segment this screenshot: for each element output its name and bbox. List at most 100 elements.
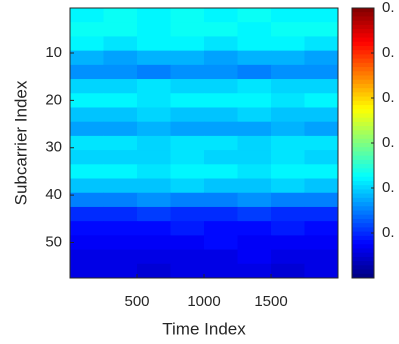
- heat-cell: [237, 93, 272, 108]
- heat-cell: [137, 64, 171, 80]
- x-tick-label: 500: [124, 293, 149, 310]
- heat-cell: [304, 22, 339, 37]
- heat-cell: [237, 64, 272, 80]
- heat-cell: [70, 22, 104, 37]
- heat-cell: [170, 121, 205, 137]
- colorbar-step: [352, 231, 374, 237]
- colorbar-step: [352, 92, 374, 98]
- y-tick-label: 50: [45, 233, 62, 250]
- heat-cell: [170, 249, 205, 265]
- heat-cell: [137, 8, 171, 23]
- heat-cell: [137, 235, 171, 251]
- heat-cell: [70, 192, 104, 208]
- heat-cell: [304, 36, 339, 52]
- heat-cell: [103, 50, 138, 66]
- heat-cell: [70, 64, 104, 80]
- heat-cell: [170, 235, 205, 251]
- heat-cell: [271, 64, 305, 80]
- colorbar-step: [352, 58, 374, 64]
- heat-cell: [170, 36, 205, 52]
- colorbar-step: [352, 155, 374, 161]
- heat-cell: [204, 192, 238, 208]
- y-tick-label: 40: [45, 186, 62, 203]
- heat-cell: [204, 263, 238, 279]
- colorbar-step: [352, 269, 374, 275]
- heat-cell: [70, 150, 104, 165]
- colorbar-step: [352, 117, 374, 123]
- heat-cell: [70, 249, 104, 265]
- heat-cell: [271, 50, 305, 66]
- colorbar-step: [352, 248, 374, 254]
- heat-cell: [204, 249, 238, 265]
- heat-cell: [204, 8, 238, 23]
- heat-cell: [237, 8, 272, 23]
- colorbar-step: [352, 100, 374, 106]
- colorbar-step: [352, 20, 374, 26]
- y-tick-label: 20: [45, 91, 62, 108]
- heat-cell: [103, 107, 138, 123]
- colorbar-step: [352, 79, 374, 85]
- heat-cell: [170, 192, 205, 208]
- heat-cell: [137, 79, 171, 94]
- y-tick-label: 10: [45, 44, 62, 61]
- colorbar-step: [352, 109, 374, 114]
- colorbar-step: [352, 214, 374, 220]
- heat-cell: [170, 164, 205, 180]
- colorbar-step: [352, 8, 374, 13]
- colorbar-step: [352, 33, 374, 39]
- heat-cell: [137, 192, 171, 208]
- heat-cell: [237, 107, 272, 123]
- heat-cell: [204, 22, 238, 37]
- heat-cell: [170, 93, 205, 108]
- colorbar-step: [352, 45, 374, 51]
- colorbar-step: [352, 12, 374, 17]
- heat-cell: [304, 263, 339, 279]
- heat-cell: [237, 164, 272, 180]
- colorbar-step: [352, 134, 374, 140]
- colorbar-step: [352, 168, 374, 174]
- colorbar-step: [352, 151, 374, 157]
- heat-cell: [103, 64, 138, 80]
- heat-cell: [170, 50, 205, 66]
- colorbar-step: [352, 24, 374, 30]
- heat-cell: [103, 164, 138, 180]
- heat-cell: [237, 178, 272, 194]
- colorbar-step: [352, 235, 374, 241]
- colorbar-step: [352, 105, 374, 110]
- colorbar-step: [352, 273, 374, 279]
- colorbar-step: [352, 96, 374, 102]
- heat-cell: [70, 135, 104, 151]
- heat-cell: [271, 178, 305, 194]
- colorbar-step: [352, 193, 374, 199]
- heat-cell: [304, 121, 339, 137]
- heat-cell: [237, 150, 272, 165]
- colorbar-step: [352, 71, 374, 76]
- colorbar-step: [352, 16, 374, 22]
- heat-cell: [170, 8, 205, 23]
- heat-cell: [237, 249, 272, 265]
- colorbar-step: [352, 29, 374, 34]
- colorbar-step: [352, 197, 374, 203]
- colorbar-tick-label: 0.: [382, 44, 395, 61]
- heat-cell: [204, 178, 238, 194]
- colorbar-step: [352, 126, 374, 131]
- colorbar-step: [352, 176, 374, 182]
- heat-cell: [304, 249, 339, 265]
- heat-cell: [170, 107, 205, 123]
- heat-cell: [271, 249, 305, 265]
- heat-cell: [70, 121, 104, 137]
- colorbar-tick-label: 0.: [382, 224, 395, 241]
- heat-cell: [70, 50, 104, 66]
- heat-cell: [103, 79, 138, 94]
- heat-cell: [271, 79, 305, 94]
- heat-cell: [271, 135, 305, 151]
- heat-cell: [170, 263, 205, 279]
- colorbar-step: [352, 113, 374, 119]
- x-axis-label: Time Index: [162, 319, 246, 338]
- heat-cell: [103, 192, 138, 208]
- heat-cell: [271, 164, 305, 180]
- heat-cell: [137, 150, 171, 165]
- colorbar-step: [352, 252, 374, 258]
- heat-cell: [70, 36, 104, 52]
